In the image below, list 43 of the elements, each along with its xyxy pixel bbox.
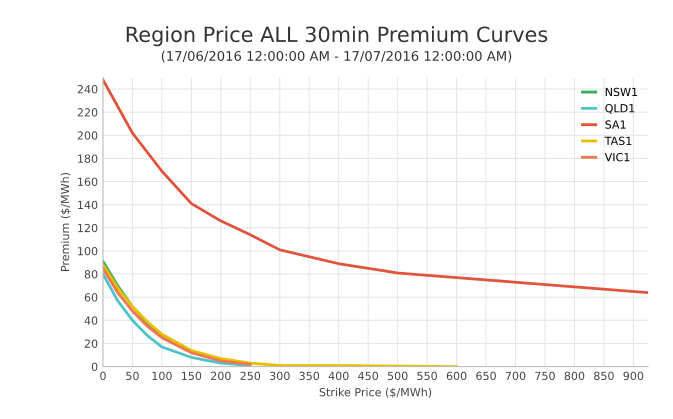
x-tick-label: 450 <box>358 372 378 380</box>
x-tick-label: 150 <box>182 372 202 380</box>
x-tick-label: 700 <box>506 372 526 380</box>
x-tick-label: 800 <box>564 372 584 380</box>
y-tick-label: 160 <box>78 178 98 186</box>
y-axis-title: Premium ($/MWh) <box>60 172 71 272</box>
y-tick-label: 120 <box>78 224 98 232</box>
y-tick-label: 220 <box>78 108 98 117</box>
legend-label: NSW1 <box>606 88 638 96</box>
x-tick-label: 650 <box>476 372 496 380</box>
line-series <box>102 263 458 367</box>
x-tick-label: 550 <box>417 372 437 380</box>
y-tick-label: 180 <box>78 154 98 163</box>
y-tick-label: 0 <box>92 362 98 372</box>
x-tick-label: 250 <box>240 372 260 380</box>
y-tick-label: 200 <box>78 131 98 140</box>
x-tick-label: 100 <box>152 372 172 380</box>
legend-label: TAS1 <box>604 136 632 146</box>
x-tick-label: 850 <box>594 372 614 380</box>
line-series <box>102 78 648 294</box>
y-tick-label: 240 <box>78 85 98 94</box>
x-tick-label: 300 <box>270 372 290 380</box>
legend-label: SA1 <box>605 120 626 129</box>
x-tick-label: 0 <box>100 372 106 380</box>
y-tick-label: 20 <box>84 339 98 348</box>
legend-label: QLD1 <box>605 104 634 114</box>
y-tick-label: 100 <box>78 246 98 256</box>
y-tick-label: 40 <box>84 316 98 325</box>
y-tick-label: 60 <box>84 293 98 302</box>
x-axis-title: Strike Price ($/MWh) <box>320 388 432 398</box>
chart-subtitle: (17/06/2016 12:00:00 AM - 17/07/2016 12:00:00 AM) <box>162 50 512 62</box>
x-tick-label: 350 <box>299 372 320 380</box>
x-tick-label: 200 <box>211 372 231 380</box>
x-tick-label: 900 <box>623 372 644 380</box>
y-tick-label: 140 <box>78 200 98 210</box>
legend-label: VIC1 <box>604 152 630 162</box>
x-tick-label: 500 <box>388 372 408 380</box>
x-tick-label: 400 <box>328 372 349 380</box>
x-tick-label: 600 <box>446 372 466 380</box>
chart-title: Region Price ALL 30min Premium Curves <box>126 26 548 46</box>
x-tick-label: 750 <box>535 372 555 380</box>
y-tick-label: 80 <box>84 270 98 278</box>
x-tick-label: 50 <box>126 372 139 380</box>
